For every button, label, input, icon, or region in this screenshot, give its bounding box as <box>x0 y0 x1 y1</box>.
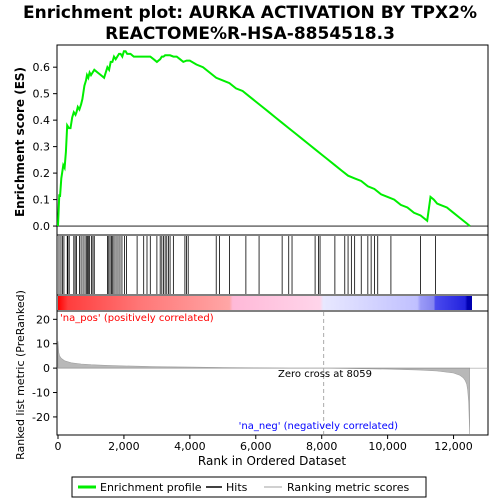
metric-y-tick-label: -20 <box>32 411 50 424</box>
es-y-tick-label: 0.1 <box>33 194 51 207</box>
x-tick-label: 8,000 <box>306 440 338 453</box>
es-panel-frame <box>56 44 489 236</box>
x-axis: 0 2,000 4,000 6,000 8,000 10,000 12,000 <box>55 435 473 453</box>
zero-cross-label: Zero cross at 8059 <box>278 369 372 380</box>
legend-ranking-label: Ranking metric scores <box>287 481 409 494</box>
metric-y-tick-label: 10 <box>36 338 50 351</box>
metric-panel: 20 10 0 -10 -20 <box>32 312 488 435</box>
es-y-tick-label: 0.0 <box>33 220 51 233</box>
x-tick-label: 0 <box>55 440 62 453</box>
legend-enrichment-label: Enrichment profile <box>100 481 202 494</box>
es-y-axis-label: Enrichment score (ES) <box>13 67 27 217</box>
es-y-tick-label: 0.4 <box>33 114 51 127</box>
legend-box <box>71 476 427 498</box>
metric-y-tick-label: -10 <box>32 387 50 400</box>
ranking-heatmap-bar <box>58 296 472 310</box>
x-tick-label: 12,000 <box>434 440 473 453</box>
heatmap-panel <box>58 296 472 310</box>
metric-y-axis-label: Ranked list metric (PreRanked) <box>14 290 27 460</box>
hits-panel-frame <box>56 234 489 296</box>
es-y-tick-label: 0.6 <box>33 61 51 74</box>
x-tick-label: 6,000 <box>240 440 272 453</box>
hits-panel <box>58 236 436 294</box>
chart-title-line2: REACTOME%R-HSA-8854518.3 <box>105 24 395 44</box>
x-tick-label: 4,000 <box>174 440 206 453</box>
pos-correlated-label: 'na_pos' (positively correlated) <box>60 313 214 324</box>
es-y-tick-label: 0.5 <box>33 88 51 101</box>
metric-y-tick-label: 0 <box>43 362 50 375</box>
es-y-tick-label: 0.2 <box>33 167 51 180</box>
x-tick-label: 10,000 <box>368 440 407 453</box>
legend: Enrichment profile Hits Ranking metric s… <box>71 476 427 498</box>
metric-panel-frame <box>56 310 489 436</box>
es-panel: 0.0 0.1 0.2 0.3 0.4 0.5 0.6 <box>33 50 488 233</box>
neg-correlated-label: 'na_neg' (negatively correlated) <box>239 421 398 432</box>
legend-hits-label: Hits <box>226 481 248 494</box>
enrichment-profile-line <box>57 50 471 227</box>
x-axis-label: Rank in Ordered Dataset <box>198 454 346 468</box>
x-tick-label: 2,000 <box>108 440 140 453</box>
chart-title-line1: Enrichment plot: AURKA ACTIVATION BY TPX… <box>23 3 477 23</box>
metric-y-tick-label: 20 <box>36 313 50 326</box>
es-y-tick-label: 0.3 <box>33 141 51 154</box>
